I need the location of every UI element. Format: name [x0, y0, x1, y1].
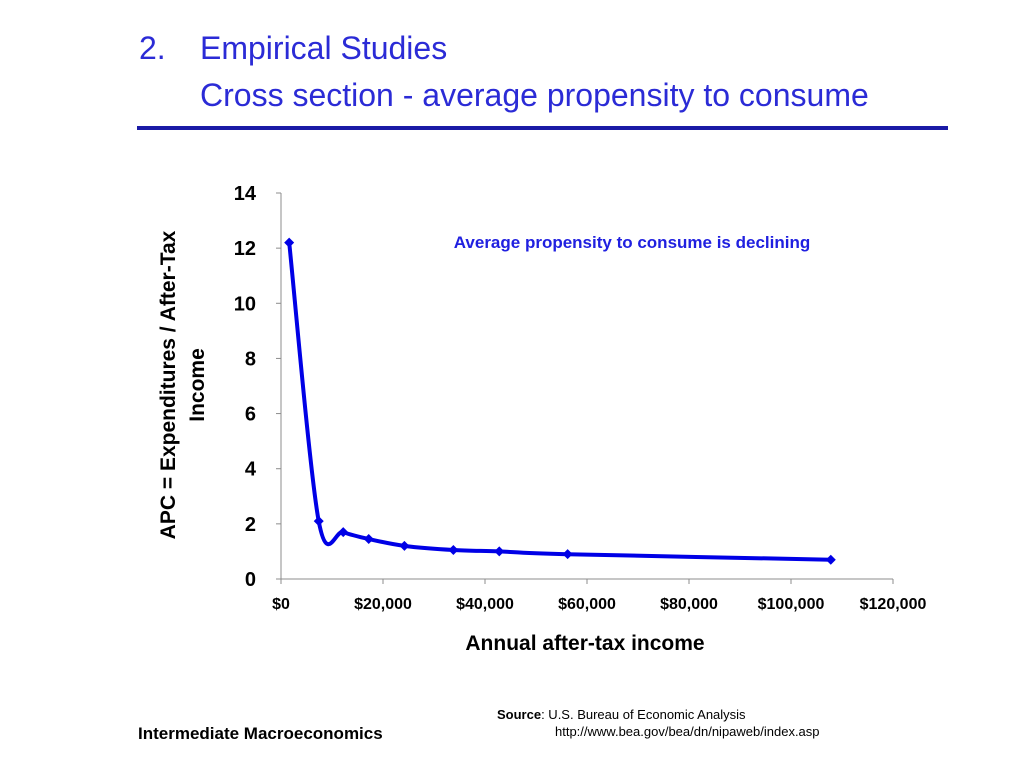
x-tick-label: $40,000 — [456, 596, 514, 613]
data-point-marker — [562, 549, 573, 560]
data-point-marker — [338, 527, 349, 538]
x-tick-label: $20,000 — [354, 596, 412, 613]
source-text: : U.S. Bureau of Economic Analysis — [541, 707, 746, 722]
data-point-marker — [363, 534, 374, 545]
y-tick-label: 8 — [245, 348, 256, 370]
title-heading: Empirical Studies — [200, 30, 448, 66]
y-axis-label-line: Income — [186, 348, 209, 422]
y-tick-label: 10 — [234, 293, 256, 315]
y-tick-label: 0 — [245, 569, 256, 591]
y-axis-label: APC = Expenditures / After-Tax Income — [157, 230, 209, 539]
y-tick-label: 2 — [245, 514, 256, 536]
chart-series — [284, 237, 836, 565]
x-tick-label: $100,000 — [758, 596, 825, 613]
x-tick-label: $80,000 — [660, 596, 718, 613]
x-axis-label: Annual after-tax income — [465, 632, 704, 655]
title-number: 2. — [139, 30, 166, 66]
source-note: Source: U.S. Bureau of Economic Analysis… — [497, 706, 820, 740]
y-tick-label: 4 — [245, 459, 257, 481]
data-point-marker — [284, 237, 295, 248]
chart-ticks: 0 2 4 6 8 10 12 14 $0 $20,000 $40,000 $60,000 $80,00… — [234, 183, 927, 613]
series-line — [287, 242, 831, 562]
source-url: http://www.bea.gov/bea/dn/nipaweb/index.… — [555, 724, 820, 739]
title-underline — [137, 126, 948, 130]
data-point-marker — [825, 554, 836, 565]
data-point-marker — [313, 516, 324, 527]
y-axis-label-line: APC = Expenditures / After-Tax — [157, 230, 180, 539]
title-subheading: Cross section - average propensity to co… — [200, 77, 869, 113]
chart-annotation: Average propensity to consume is declini… — [454, 233, 810, 252]
data-point-marker — [494, 546, 505, 557]
y-tick-label: 6 — [245, 404, 256, 426]
footer-course-title: Intermediate Macroeconomics — [138, 724, 383, 743]
source-label: Source — [497, 707, 542, 722]
x-tick-label: $60,000 — [558, 596, 616, 613]
x-tick-label: $0 — [272, 596, 290, 613]
y-tick-label: 12 — [234, 238, 256, 260]
x-tick-label: $120,000 — [860, 596, 927, 613]
data-point-marker — [399, 540, 410, 551]
data-point-marker — [448, 545, 459, 556]
slide-title: 2. Empirical Studies Cross section - ave… — [0, 0, 1024, 130]
y-tick-label: 14 — [234, 183, 257, 205]
source-line: Source: U.S. Bureau of Economic Analysis — [497, 706, 820, 723]
